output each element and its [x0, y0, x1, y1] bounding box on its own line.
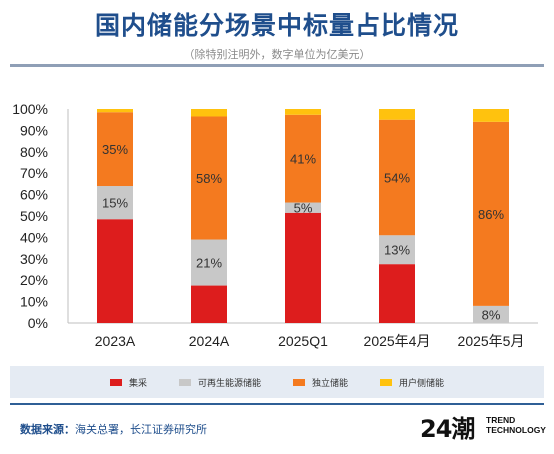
- legend-label: 集采: [128, 378, 147, 389]
- legend-item: 可再生能源储能: [178, 376, 261, 389]
- bar-segment: [379, 109, 415, 120]
- x-tick-label: 2024A: [189, 333, 230, 349]
- legend-label: 用户侧储能: [399, 378, 445, 389]
- data-label: 86%: [478, 207, 504, 222]
- data-label: 58%: [196, 171, 222, 186]
- legend-item: 独立储能: [293, 376, 348, 389]
- chart-subtitle: （除特别注明外，数字单位为亿美元）: [183, 48, 371, 61]
- bar-segment: [97, 112, 133, 187]
- footer-divider: [10, 403, 544, 405]
- y-tick-label: 40%: [20, 229, 48, 245]
- bar-segment: [191, 109, 227, 117]
- brand-logo: 24潮 TREND TECHNOLOGY: [420, 409, 550, 449]
- stacked-bar-chart: 0% 10% 20% 30% 40% 50% 60% 70% 80% 90% 100% 15% 35% 2…: [12, 101, 538, 349]
- bar-segment: [379, 235, 415, 265]
- y-tick-label: 10%: [20, 294, 48, 310]
- logo-line-1: TREND: [486, 415, 516, 425]
- data-label: 15%: [102, 196, 128, 211]
- bar-segment: [285, 212, 321, 323]
- y-tick-label: 0%: [28, 315, 48, 331]
- legend-label: 独立储能: [312, 378, 349, 389]
- header-divider: [10, 64, 544, 67]
- logo-line-2: TECHNOLOGY: [486, 425, 546, 435]
- bar-segment: [97, 219, 133, 323]
- bar-segment: [97, 186, 133, 220]
- legend: 集采 可再生能源储能 独立储能 用户侧储能: [10, 366, 544, 398]
- x-tick-label: 2025年4月: [364, 333, 431, 349]
- data-label: 13%: [384, 243, 410, 258]
- chart-title: 国内储能分场景中标量占比情况: [94, 11, 459, 40]
- y-tick-label: 30%: [20, 251, 48, 267]
- bar-segment: [191, 116, 227, 240]
- y-tick-label: 20%: [20, 272, 48, 288]
- plot-panel: 0% 10% 20% 30% 40% 50% 60% 70% 80% 90% 100% 15% 35% 2…: [10, 96, 544, 366]
- legend-label: 可再生能源储能: [197, 378, 261, 389]
- source-text: 海关总署，长江证券研究所: [75, 423, 207, 436]
- x-tick-label: 2023A: [95, 333, 136, 349]
- y-tick-label: 70%: [20, 165, 48, 181]
- y-tick-label: 80%: [20, 144, 48, 160]
- legend-swatch: [380, 378, 393, 386]
- y-tick-label: 60%: [20, 187, 48, 203]
- legend-swatch: [293, 378, 305, 386]
- y-tick-label: 50%: [20, 208, 48, 224]
- legend-item: 集采: [109, 376, 147, 389]
- data-source: 数据来源：海关总署，长江证券研究所: [20, 421, 207, 437]
- y-tick-label: 90%: [20, 122, 48, 138]
- bar-segment: [473, 305, 509, 323]
- source-label: 数据来源：: [20, 423, 75, 436]
- logo-mark: 24潮: [420, 415, 475, 443]
- data-label: 5%: [294, 201, 313, 216]
- data-label: 41%: [290, 152, 316, 167]
- legend-item: 用户侧储能: [380, 376, 444, 389]
- logo-wordmark: TREND TECHNOLOGY: [486, 415, 546, 435]
- bar-segment: [97, 109, 133, 113]
- bar-segment: [473, 109, 509, 122]
- x-tick-label: 2025年5月: [458, 333, 525, 349]
- x-tick-label: 2025Q1: [278, 333, 328, 349]
- data-label: 21%: [196, 256, 222, 271]
- legend-swatch: [109, 378, 122, 386]
- data-label: 8%: [482, 307, 501, 322]
- data-label: 54%: [384, 170, 410, 185]
- bar-segment: [285, 114, 321, 203]
- bar-segment: [379, 264, 415, 323]
- bar-segment: [285, 202, 321, 213]
- data-label: 35%: [102, 142, 128, 157]
- bar-segment: [473, 121, 509, 306]
- legend-swatch: [178, 378, 191, 386]
- bar-segment: [379, 119, 415, 236]
- y-tick-label: 100%: [12, 101, 48, 117]
- bar-segment: [191, 285, 227, 323]
- bar-segment: [285, 109, 321, 115]
- bar-segment: [191, 239, 227, 286]
